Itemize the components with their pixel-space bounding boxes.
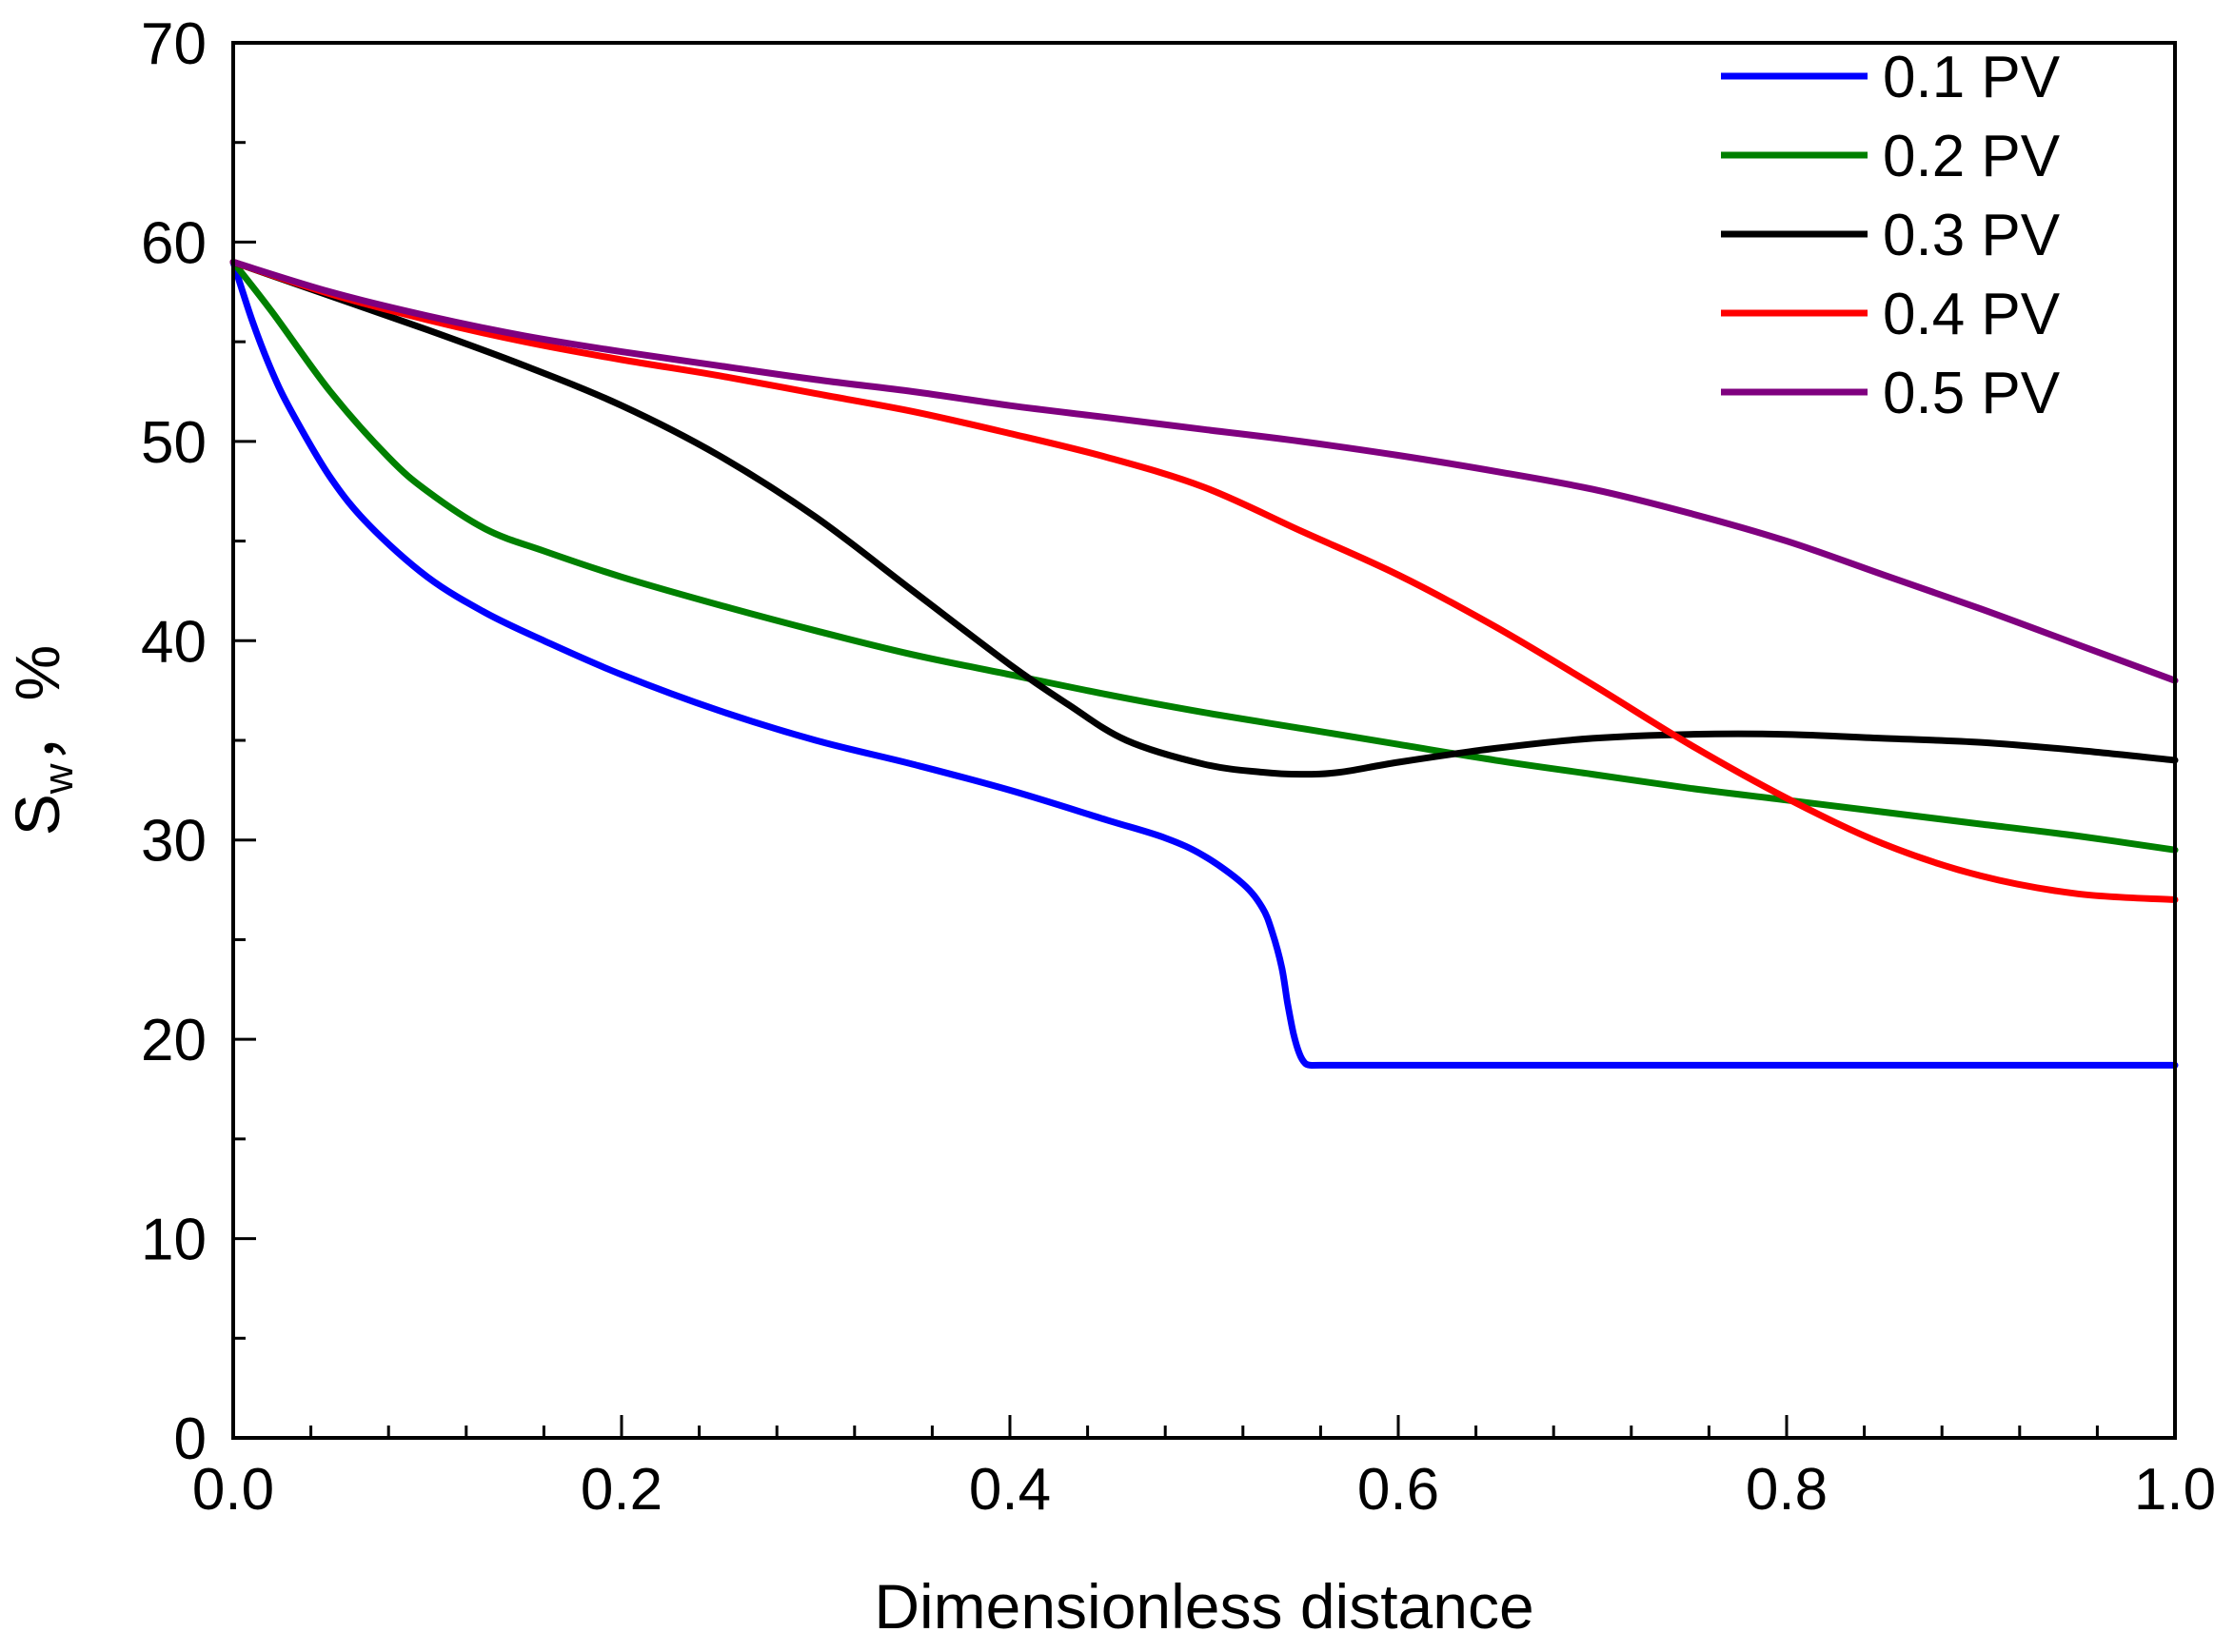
y-tick-label: 70 [141, 11, 207, 77]
legend-label-5: 0.5 PV [1883, 361, 2061, 426]
series-line-2 [229, 258, 2179, 854]
y-tick-label: 10 [141, 1208, 207, 1273]
y-tick-label: 40 [141, 609, 207, 675]
y-tick-label: 20 [141, 1008, 207, 1073]
x-tick-label: 0.0 [192, 1457, 274, 1523]
legend-label-2: 0.2 PV [1883, 124, 2061, 189]
legend-label-1: 0.1 PV [1883, 45, 2061, 110]
x-tick-label: 0.8 [1746, 1457, 1828, 1523]
x-axis-ticks: 0.0 0.2 0.4 0.6 0.8 1.0 [192, 1415, 2216, 1523]
y-tick-label: 30 [141, 809, 207, 875]
series-line-3 [229, 258, 2179, 778]
y-axis-label-main: S [2, 794, 72, 836]
x-tick-label: 0.4 [969, 1457, 1051, 1523]
y-tick-label: 60 [141, 210, 207, 276]
y-axis-ticks: 0 10 20 30 40 50 60 70 [141, 11, 256, 1472]
x-tick-label: 1.0 [2134, 1457, 2216, 1523]
plot-lines [229, 258, 2179, 1070]
series-line-1 [229, 258, 2179, 1070]
series-line-4 [229, 258, 2179, 903]
y-axis-label-subscript: w [35, 763, 82, 795]
x-axis-label: Dimensionless distance [874, 1571, 1533, 1642]
y-tick-label: 50 [141, 410, 207, 476]
legend-label-3: 0.3 PV [1883, 203, 2061, 268]
legend-label-4: 0.4 PV [1883, 282, 2061, 347]
x-tick-label: 0.6 [1357, 1457, 1439, 1523]
y-axis-label-suffix: ，% [2, 645, 72, 764]
series-line-5 [229, 258, 2179, 684]
y-axis-label: Sw，% [2, 645, 82, 836]
y-tick-label: 0 [174, 1406, 207, 1472]
x-tick-label: 0.2 [581, 1457, 662, 1523]
legend: 0.1 PV 0.2 PV 0.3 PV 0.4 PV 0.5 PV [1721, 45, 2061, 426]
